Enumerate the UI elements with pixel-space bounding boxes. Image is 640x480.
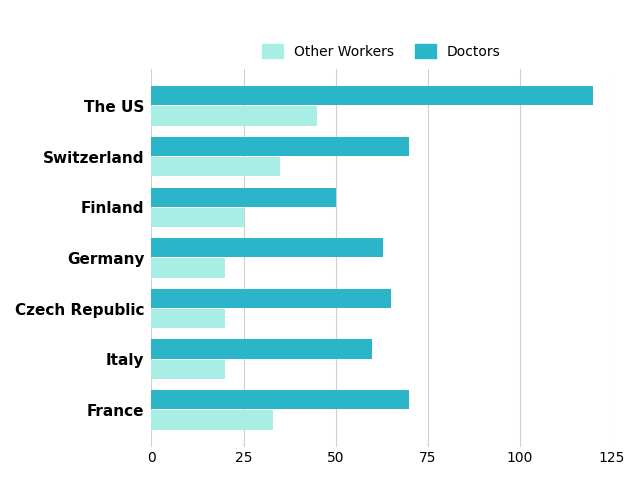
Bar (152, 410, 273, 430)
Bar (152, 339, 372, 359)
Bar (152, 188, 335, 207)
Bar (152, 258, 225, 278)
Bar (152, 390, 409, 409)
Bar (152, 157, 280, 176)
Bar (152, 309, 225, 328)
Bar (152, 289, 391, 308)
Bar (152, 360, 225, 379)
Bar (152, 238, 383, 257)
Bar (152, 107, 317, 126)
Bar (152, 208, 243, 227)
Legend: Other Workers, Doctors: Other Workers, Doctors (257, 38, 506, 64)
Bar (152, 137, 409, 156)
Bar (152, 86, 593, 106)
